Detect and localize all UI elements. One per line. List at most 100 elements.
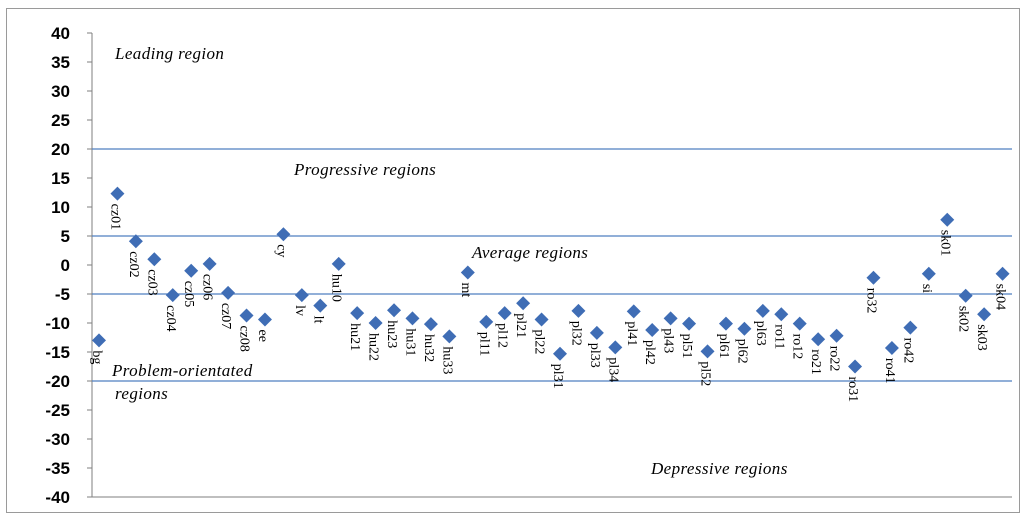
y-tick-label: -20 <box>45 372 70 391</box>
y-tick-label: 30 <box>51 82 70 101</box>
data-point <box>977 307 992 322</box>
y-tick-label: -40 <box>45 488 70 507</box>
data-point <box>184 263 199 278</box>
y-tick-label: 40 <box>51 24 70 43</box>
data-point-label: ro32 <box>863 288 878 314</box>
data-point <box>239 308 254 323</box>
y-tick-label: 25 <box>51 111 70 130</box>
data-point-label: ro11 <box>771 324 786 349</box>
data-point-label: ro12 <box>790 334 805 360</box>
data-point <box>165 288 180 303</box>
data-point-label: ee <box>255 330 270 342</box>
data-point-label: hu21 <box>347 323 362 351</box>
data-point-label: ro42 <box>900 338 915 364</box>
data-point <box>848 359 863 374</box>
data-point <box>589 325 604 340</box>
y-tick-label: 15 <box>51 169 70 188</box>
y-tick-label: -25 <box>45 401 70 420</box>
data-point <box>147 252 162 267</box>
data-point <box>479 314 494 329</box>
data-point <box>331 256 346 271</box>
region-label: regions <box>115 384 168 403</box>
region-label: Depressive regions <box>650 459 788 478</box>
data-point-label: cz02 <box>126 251 141 277</box>
data-point-label: pl52 <box>698 361 713 386</box>
data-point <box>553 346 567 361</box>
data-point-label: cz07 <box>218 303 233 329</box>
data-point-label: cz01 <box>107 204 122 230</box>
y-tick-label: -30 <box>45 430 70 449</box>
data-point-label: sk04 <box>993 284 1008 310</box>
data-point <box>608 340 623 355</box>
data-point <box>257 312 272 327</box>
data-point-label: cy <box>273 244 288 257</box>
data-point <box>92 333 106 348</box>
data-point-label: pl51 <box>679 334 694 359</box>
data-point-label: si <box>919 284 934 293</box>
data-point <box>460 265 475 280</box>
data-point-label: pl34 <box>605 357 620 382</box>
data-point <box>682 316 697 331</box>
y-tick-label: 5 <box>61 227 70 246</box>
chart-frame <box>6 8 1020 513</box>
y-tick-label: 10 <box>51 198 70 217</box>
data-point <box>663 311 678 326</box>
data-point <box>737 321 752 336</box>
region-label: Leading region <box>114 44 224 63</box>
data-point-label: ro21 <box>808 349 823 375</box>
data-point <box>921 266 936 281</box>
data-point <box>110 186 125 201</box>
data-point-label: sk01 <box>937 230 952 256</box>
data-point-label: cz05 <box>181 281 196 307</box>
data-point-label: hu22 <box>366 333 381 361</box>
data-point-label: pl41 <box>624 321 639 346</box>
data-point <box>774 307 789 322</box>
data-point <box>829 328 844 343</box>
data-point-label: cz08 <box>237 325 252 351</box>
y-tick-label: 20 <box>51 140 70 159</box>
y-tick-label: 0 <box>61 256 70 275</box>
data-point-label: cz04 <box>163 305 178 331</box>
data-point <box>497 306 512 321</box>
data-point <box>866 270 881 285</box>
region-label: Average regions <box>471 243 588 262</box>
data-point <box>387 303 402 318</box>
data-point <box>571 303 586 318</box>
data-point-label: pl42 <box>642 340 657 365</box>
data-point <box>811 332 826 347</box>
data-point-label: hu10 <box>329 274 344 302</box>
data-point-label: pl12 <box>495 323 510 348</box>
y-tick-label: 35 <box>51 53 70 72</box>
data-point-label: pl33 <box>587 343 602 368</box>
data-point-label: pl21 <box>513 313 528 338</box>
data-point-label: pl11 <box>476 332 491 356</box>
data-point <box>645 322 660 337</box>
y-tick-label: -35 <box>45 459 70 478</box>
data-point-label: hu31 <box>402 328 417 356</box>
data-point-label: pl22 <box>532 330 547 355</box>
y-tick-label: -15 <box>45 343 70 362</box>
region-label: Progressive regions <box>293 160 436 179</box>
data-point <box>350 306 365 321</box>
data-point <box>516 296 531 311</box>
data-point <box>940 212 955 227</box>
data-point <box>202 256 217 271</box>
data-point-label: bg <box>89 350 104 364</box>
data-point <box>700 344 715 359</box>
data-point-label: pl61 <box>716 334 731 359</box>
data-point-label: ro41 <box>882 358 897 384</box>
data-point <box>294 288 309 303</box>
data-point-label: cz03 <box>144 269 159 295</box>
data-point-label: pl31 <box>550 364 565 389</box>
data-point <box>423 317 438 332</box>
data-point <box>792 316 807 331</box>
data-point-label: pl43 <box>661 328 676 353</box>
data-point <box>405 311 420 326</box>
data-point-label: hu23 <box>384 320 399 348</box>
data-point-label: sk03 <box>974 324 989 350</box>
y-tick-label: -10 <box>45 314 70 333</box>
data-point <box>718 316 733 331</box>
data-point <box>313 298 328 313</box>
data-point-label: lt <box>310 316 325 324</box>
data-point-label: pl62 <box>734 339 749 364</box>
